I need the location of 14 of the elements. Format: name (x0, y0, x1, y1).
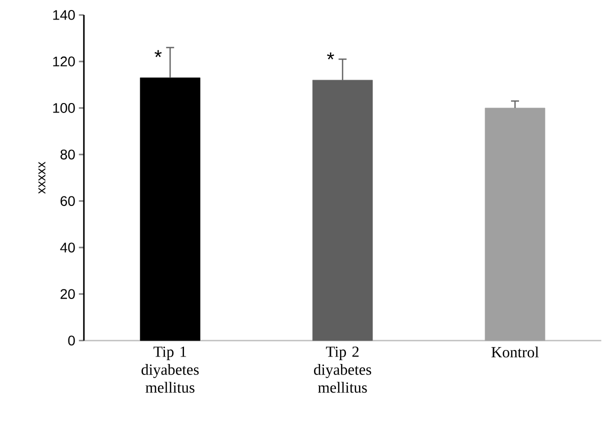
y-tick-label: 60 (60, 196, 75, 206)
y-tick-label: 140 (53, 10, 75, 20)
y-tick-label: 120 (53, 56, 75, 66)
y-tick-label: 80 (60, 149, 75, 160)
y-tick-label: 0 (68, 335, 75, 346)
x-tick-label: Kontrol (491, 346, 539, 358)
y-tick-label: 100 (53, 102, 75, 113)
x-tick-label: Tip 1 diyabetes mellitus (142, 346, 199, 393)
annotation: * (327, 52, 334, 60)
x-tick-label: Tip 2 diyabetes mellitus (314, 346, 372, 393)
annotation: * (154, 50, 162, 57)
y-axis-title: xxxxx (38, 162, 46, 194)
y-tick-label: 20 (60, 288, 75, 299)
y-tick-label: 40 (60, 242, 75, 252)
